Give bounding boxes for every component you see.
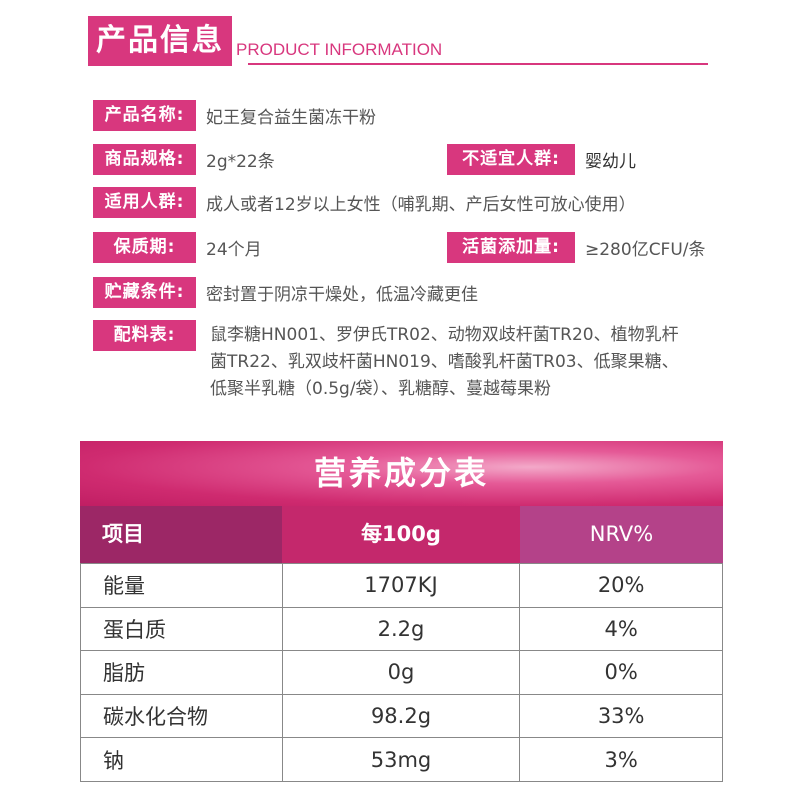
live-count-value: ≥280亿CFU/条 bbox=[585, 240, 706, 260]
ingredients-text: 鼠李糖HN001、罗伊氏TR02、动物双歧杆菌TR20、植物乳杆 菌TR22、乳… bbox=[210, 322, 720, 403]
table-row: 碳水化合物 98.2g 33% bbox=[80, 693, 723, 739]
nutrient-name: 钠 bbox=[80, 737, 283, 782]
spec-label: 商品规格: bbox=[93, 144, 196, 175]
nutrient-nrv: 3% bbox=[519, 737, 723, 782]
nutrient-nrv: 0% bbox=[519, 650, 723, 695]
ingredients-label-row: 配料表: bbox=[93, 320, 196, 351]
nutrition-table-header: 项目 每100g NRV% bbox=[80, 506, 723, 563]
nutrient-name: 脂肪 bbox=[80, 650, 283, 695]
unsuitable-value: 婴幼儿 bbox=[585, 152, 636, 172]
shelf-life-row: 保质期: 24个月 bbox=[93, 232, 262, 263]
table-row: 蛋白质 2.2g 4% bbox=[80, 606, 723, 652]
nutrient-nrv: 20% bbox=[519, 563, 723, 608]
nutrient-amount: 2.2g bbox=[281, 606, 521, 652]
nutrient-amount: 1707KJ bbox=[281, 563, 521, 608]
table-row: 能量 1707KJ 20% bbox=[80, 563, 723, 608]
product-name-label: 产品名称: bbox=[93, 100, 196, 131]
spec-value: 2g*22条 bbox=[206, 152, 275, 172]
product-name-row: 产品名称: 妃王复合益生菌冻干粉 bbox=[93, 100, 376, 131]
section-subtitle: PRODUCT INFORMATION bbox=[236, 40, 443, 59]
ingredients-line: 鼠李糖HN001、罗伊氏TR02、动物双歧杆菌TR20、植物乳杆 bbox=[210, 325, 679, 345]
shelf-life-value: 24个月 bbox=[206, 240, 262, 260]
suitable-label: 适用人群: bbox=[93, 187, 196, 218]
nutrient-amount: 98.2g bbox=[281, 693, 521, 739]
table-row: 脂肪 0g 0% bbox=[80, 650, 723, 695]
nutrient-name: 能量 bbox=[80, 563, 283, 608]
nutrient-amount: 53mg bbox=[281, 737, 521, 782]
spec-row: 商品规格: 2g*22条 bbox=[93, 144, 275, 175]
section-title: 产品信息 bbox=[88, 16, 232, 66]
ingredients-label: 配料表: bbox=[93, 320, 196, 351]
live-count-row: 活菌添加量: ≥280亿CFU/条 bbox=[447, 232, 706, 263]
shelf-life-label: 保质期: bbox=[93, 232, 196, 263]
ingredients-line: 低聚半乳糖（0.5g/袋）、乳糖醇、蔓越莓果粉 bbox=[210, 379, 552, 399]
unsuitable-label: 不适宜人群: bbox=[447, 144, 575, 175]
storage-label: 贮藏条件: bbox=[93, 277, 196, 308]
storage-row: 贮藏条件: 密封置于阴凉干燥处，低温冷藏更佳 bbox=[93, 277, 478, 308]
header-per-100g: 每100g bbox=[282, 506, 520, 563]
nutrient-nrv: 4% bbox=[519, 606, 723, 652]
nutrient-name: 碳水化合物 bbox=[80, 693, 283, 739]
suitable-row: 适用人群: 成人或者12岁以上女性（哺乳期、产后女性可放心使用） bbox=[93, 187, 636, 218]
header-nrv: NRV% bbox=[520, 506, 723, 563]
header-divider bbox=[248, 63, 708, 65]
suitable-value: 成人或者12岁以上女性（哺乳期、产后女性可放心使用） bbox=[206, 195, 636, 215]
nutrition-title: 营养成分表 bbox=[80, 441, 723, 506]
live-count-label: 活菌添加量: bbox=[447, 232, 575, 263]
nutrient-amount: 0g bbox=[281, 650, 521, 695]
unsuitable-row: 不适宜人群: 婴幼儿 bbox=[447, 144, 636, 175]
product-name-value: 妃王复合益生菌冻干粉 bbox=[206, 108, 376, 128]
header-item: 项目 bbox=[80, 506, 282, 563]
storage-value: 密封置于阴凉干燥处，低温冷藏更佳 bbox=[206, 285, 478, 305]
nutrition-table: 能量 1707KJ 20% 蛋白质 2.2g 4% 脂肪 0g 0% 碳水化合物… bbox=[80, 563, 723, 782]
section-header: 产品信息 PRODUCT INFORMATION bbox=[88, 14, 442, 66]
table-row: 钠 53mg 3% bbox=[80, 737, 723, 782]
nutrient-nrv: 33% bbox=[519, 693, 723, 739]
nutrient-name: 蛋白质 bbox=[80, 606, 283, 652]
ingredients-line: 菌TR22、乳双歧杆菌HN019、嗜酸乳杆菌TR03、低聚果糖、 bbox=[210, 352, 679, 372]
